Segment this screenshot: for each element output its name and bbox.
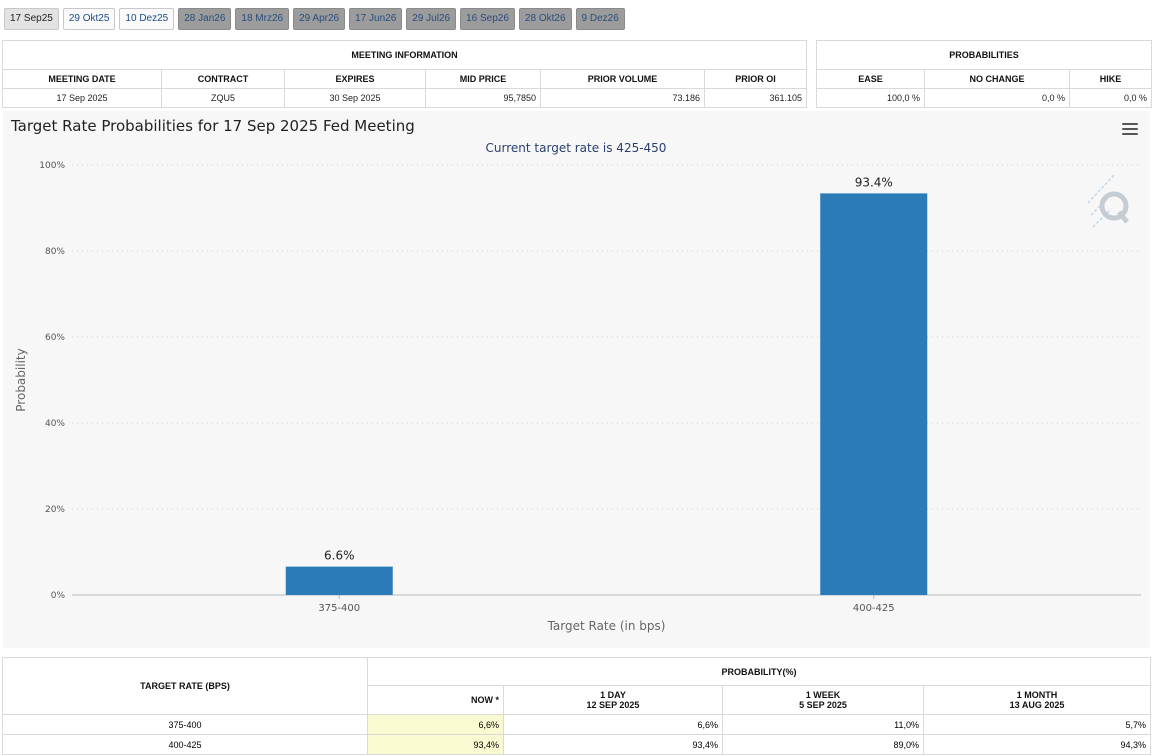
prior-volume-value: 73.186 (540, 88, 705, 108)
chart-title: Target Rate Probabilities for 17 Sep 202… (10, 117, 415, 135)
tab-meeting-0[interactable]: 17 Sep25 (4, 8, 59, 30)
probability-cell: 6,6% (503, 714, 723, 735)
logo-stroke (1090, 192, 1114, 216)
prior-oi-value: 361.105 (703, 88, 808, 108)
logo-stroke (1092, 208, 1112, 228)
chart-panel: Target Rate Probabilities for 17 Sep 202… (3, 111, 1150, 648)
meeting-information-title: MEETING INFORMATION (1, 40, 808, 70)
probabilities-title: PROBABILITIES (816, 40, 1152, 70)
header-probability-col-2: 1 WEEK 5 SEP 2025 (722, 685, 924, 715)
probability-cell: 6,6% (367, 714, 504, 735)
hamburger-menu-icon[interactable] (1122, 123, 1138, 137)
ease-value: 100,0 % (816, 88, 925, 108)
tab-meeting-5[interactable]: 29 Apr26 (293, 8, 346, 30)
col-header-line2: 12 SEP 2025 (586, 700, 640, 710)
probability-cell: 94,3% (923, 734, 1151, 755)
q-logo-watermark (1087, 173, 1129, 228)
probabilities-table: PROBABILITIES EASE NO CHANGE HIKE 100,0 … (816, 40, 1152, 108)
y-tick-label: 0% (51, 591, 66, 601)
header-hike: HIKE (1069, 69, 1152, 89)
header-expires: EXPIRES (284, 69, 426, 89)
tab-meeting-6[interactable]: 17 Jun26 (349, 8, 403, 30)
contract-value: ZQU5 (161, 88, 285, 108)
header-probability-col-1: 1 DAY 12 SEP 2025 (503, 685, 723, 715)
col-header-line2: 13 AUG 2025 (1009, 700, 1065, 710)
probability-cell: 93,4% (367, 734, 504, 755)
probability-bar-chart: Target Rate Probabilities for 17 Sep 202… (10, 117, 1141, 633)
header-probability-group: PROBABILITY(%) (367, 657, 1151, 686)
tab-meeting-10[interactable]: 9 Dez26 (575, 8, 625, 30)
header-no-change: NO CHANGE (924, 69, 1070, 89)
meeting-tabs: 17 Sep25 29 Okt25 10 Dez25 28 Jan26 18 Mrz26… (4, 8, 629, 30)
no-change-value: 0,0 % (924, 88, 1070, 108)
col-header-line1: 1 MONTH (1016, 690, 1058, 700)
tab-meeting-9[interactable]: 28 Okt26 (518, 8, 572, 30)
bar-375-400 (285, 566, 393, 595)
tab-meeting-7[interactable]: 29 Jul26 (406, 8, 457, 30)
probability-cell: 89,0% (722, 734, 924, 755)
meeting-information-table: MEETING INFORMATION MEETING DATE CONTRAC… (1, 40, 808, 108)
logo-stroke (1087, 173, 1116, 204)
header-probability-col-3: 1 MONTH 13 AUG 2025 (923, 685, 1151, 715)
x-tick-label: 400-425 (853, 603, 895, 614)
bar-data-label: 93.4% (855, 175, 893, 189)
header-target-rate: TARGET RATE (BPS) (2, 657, 368, 715)
y-tick-label: 40% (45, 419, 65, 429)
meeting-date-value: 17 Sep 2025 (2, 88, 162, 108)
tab-meeting-2[interactable]: 10 Dez25 (119, 8, 175, 30)
y-tick-label: 60% (45, 333, 65, 343)
bar-data-label: 6.6% (324, 549, 355, 563)
header-prior-volume: PRIOR VOLUME (540, 69, 705, 89)
header-contract: CONTRACT (161, 69, 285, 89)
logo-q-ring (1099, 191, 1129, 221)
header-ease: EASE (816, 69, 925, 89)
x-tick-label: 375-400 (318, 603, 360, 614)
x-axis-title: Target Rate (in bps) (547, 619, 666, 633)
target-rate-cell: 375-400 (2, 714, 368, 735)
chart-subtitle: Current target rate is 425-450 (486, 141, 667, 155)
tab-meeting-8[interactable]: 16 Sep26 (460, 8, 515, 30)
bar-400-425 (820, 193, 928, 595)
y-tick-label: 100% (39, 161, 65, 171)
table-row: 375-400 6,6% 6,6% 11,0% 5,7% (2, 714, 1151, 735)
table-row: 400-425 93,4% 93,4% 89,0% 94,3% (2, 734, 1151, 755)
hike-value: 0,0 % (1069, 88, 1152, 108)
col-header-line1: NOW * (471, 695, 499, 705)
header-mid-price: MID PRICE (425, 69, 541, 89)
tab-meeting-3[interactable]: 28 Jan26 (178, 8, 232, 30)
target-rate-probability-table: TARGET RATE (BPS) PROBABILITY(%) NOW * 1 … (2, 657, 1151, 755)
target-rate-cell: 400-425 (2, 734, 368, 755)
expires-value: 30 Sep 2025 (284, 88, 426, 108)
col-header-line2: 5 SEP 2025 (799, 700, 847, 710)
mid-price-value: 95,7850 (425, 88, 541, 108)
header-probability-col-0: NOW * (367, 685, 504, 715)
tab-meeting-1[interactable]: 29 Okt25 (62, 8, 116, 30)
col-header-line1: 1 WEEK (805, 690, 841, 700)
probability-cell: 93,4% (503, 734, 723, 755)
y-tick-label: 80% (45, 247, 65, 257)
col-header-line1: 1 DAY (600, 690, 626, 700)
tab-meeting-4[interactable]: 18 Mrz26 (235, 8, 290, 30)
y-axis-title: Probability (14, 348, 28, 411)
header-prior-oi: PRIOR OI (703, 69, 808, 89)
probability-cell: 11,0% (722, 714, 924, 735)
y-tick-label: 20% (45, 505, 65, 515)
logo-q-tail (1117, 210, 1129, 224)
probability-cell: 5,7% (923, 714, 1151, 735)
header-meeting-date: MEETING DATE (2, 69, 162, 89)
